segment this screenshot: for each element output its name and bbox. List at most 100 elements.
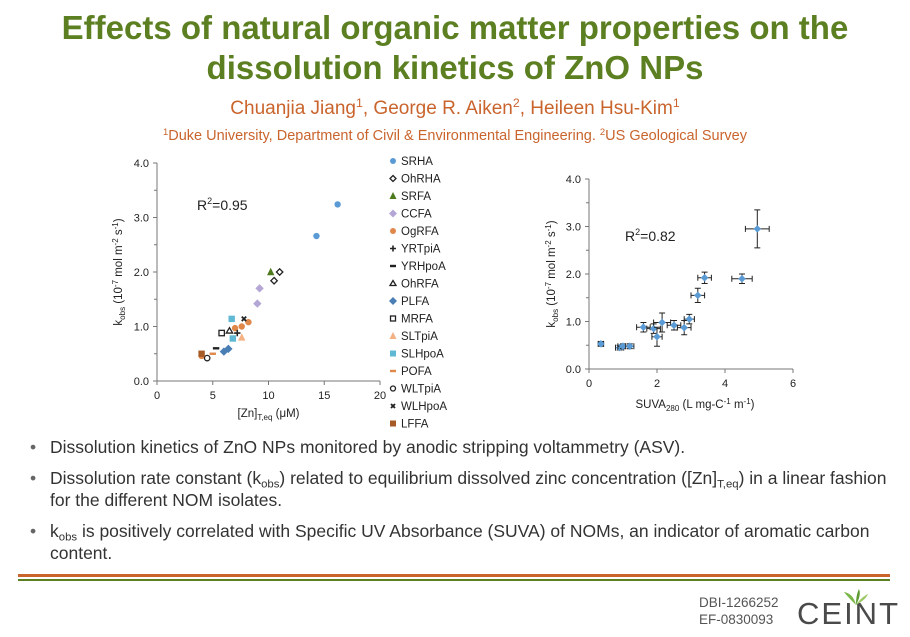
legend-marker <box>389 297 397 305</box>
bullet-text: ) related to equilibrium dissolved zinc … <box>279 468 718 488</box>
legend-label: WLTpiA <box>401 384 441 396</box>
x-axis-label: SUVA280 (L mg-C-1 m-1) <box>635 397 754 413</box>
legend-label: YRTpiA <box>401 244 441 256</box>
data-point <box>694 291 702 300</box>
affiliation-2: US Geological Survey <box>605 128 747 144</box>
x-tick-label: 0 <box>154 390 160 402</box>
legend-marker <box>390 420 396 427</box>
y-tick-label: 4.0 <box>134 158 149 170</box>
author-affil-sup: 1 <box>355 96 363 111</box>
data-point <box>255 284 264 293</box>
data-point <box>225 326 234 334</box>
legend-marker <box>389 385 397 392</box>
r-squared-label: R2=0.82 <box>625 227 676 244</box>
data-point <box>241 316 247 322</box>
y-tick-label: 1.0 <box>566 317 581 329</box>
x-tick-label: 0 <box>586 378 592 390</box>
data-point <box>649 324 658 333</box>
y-tick-label: 4.0 <box>566 174 581 186</box>
data-point <box>334 201 341 208</box>
author-sep: , <box>519 98 531 119</box>
legend-marker <box>390 403 396 409</box>
data-point <box>738 274 746 283</box>
legend: SRHA OhRHA SRFA CCFA OgRFA YRTpiA YRHpoA OhRFA P… <box>388 156 447 431</box>
author-name: Chuanjia Jiang <box>230 98 356 119</box>
logo-wordmark: CEINT <box>797 596 900 631</box>
bullet-subscript: obs <box>261 478 280 491</box>
y-axis-label: kobs (10-7 mol m-2 s-1) <box>544 220 560 327</box>
data-point <box>218 329 226 337</box>
x-tick-label: 10 <box>262 390 274 402</box>
y-tick-label: 2.0 <box>566 269 581 281</box>
data-point <box>670 321 678 330</box>
legend-label: WLHpoA <box>401 401 447 413</box>
author-affil-sup: 2 <box>512 96 520 111</box>
legend-label: PLFA <box>401 296 429 308</box>
legend-marker <box>390 158 396 164</box>
leaf-icon <box>844 589 868 605</box>
author-affil-sup: 1 <box>672 96 680 111</box>
data-point <box>228 315 235 323</box>
affil-sup: 2 <box>599 125 606 137</box>
chart-zn-vs-kobs: 0.0 1.0 2.0 3.0 4.0 0 5 10 15 20 kobs (10-7 mol m-… <box>111 156 447 431</box>
legend-label: CCFA <box>401 209 432 221</box>
grant-number: EF-0830093 <box>699 612 774 627</box>
data-point <box>198 350 205 357</box>
x-tick-label: 2 <box>654 378 660 390</box>
legend-label: LFFA <box>401 419 429 431</box>
bullet-text: k <box>50 521 59 541</box>
x-tick-label: 15 <box>318 390 330 402</box>
divider-orange <box>18 574 890 577</box>
legend-marker <box>390 369 396 373</box>
legend-marker <box>388 279 398 287</box>
data-point <box>203 354 211 362</box>
data-point <box>680 323 688 332</box>
title-line-1: Effects of natural organic matter proper… <box>61 9 849 46</box>
legend-label: POFA <box>401 366 432 378</box>
data-point <box>212 347 220 350</box>
bullet-item: kobs is positively correlated with Speci… <box>30 520 900 564</box>
data-point <box>267 267 275 276</box>
y-tick-label: 3.0 <box>134 213 149 225</box>
data-points <box>597 209 770 352</box>
data-point <box>209 352 216 355</box>
data-point <box>275 267 284 277</box>
data-point <box>238 323 245 330</box>
legend-label: OhRHA <box>401 174 441 186</box>
y-tick-label: 2.0 <box>134 267 149 279</box>
bullet-list: Dissolution kinetics of ZnO NPs monitore… <box>30 436 900 573</box>
poster-title: Effects of natural organic matter proper… <box>0 8 910 88</box>
bullet-subscript: obs <box>58 531 78 544</box>
legend-label: MRFA <box>401 314 433 326</box>
y-axis-label: kobs (10-7 mol m-2 s-1) <box>111 218 127 325</box>
legend-marker <box>389 174 397 183</box>
data-point <box>245 318 252 326</box>
x-tick-label: 20 <box>374 390 386 402</box>
data-point <box>238 333 246 341</box>
author-name: Heileen Hsu-Kim <box>530 98 673 119</box>
data-point <box>753 225 762 233</box>
data-point <box>639 323 648 331</box>
legend-label: OhRFA <box>401 279 439 291</box>
data-point <box>653 332 661 341</box>
bullet-item: Dissolution rate constant (kobs) related… <box>30 467 900 511</box>
data-point <box>253 299 262 308</box>
data-points <box>198 201 341 362</box>
data-point <box>658 318 666 327</box>
y-tick-label: 0.0 <box>566 364 581 376</box>
x-tick-label: 6 <box>790 378 796 390</box>
grant-number: DBI-1266252 <box>699 595 779 610</box>
bullet-text: is positively correlated with Specific U… <box>50 521 870 563</box>
title-line-2: dissolution kinetics of ZnO NPs <box>206 49 704 86</box>
author-name: George R. Aiken <box>373 98 513 119</box>
authors: Chuanjia Jiang1, George R. Aiken2, Heile… <box>0 96 910 120</box>
legend-marker <box>390 264 396 268</box>
y-tick-label: 3.0 <box>566 222 581 234</box>
legend-marker <box>390 228 396 234</box>
y-tick-label: 1.0 <box>134 322 149 334</box>
bullet-text: ) in a linear fashion for the different … <box>50 468 887 510</box>
author-sep: , <box>362 98 374 119</box>
r-squared-label: R2=0.95 <box>197 196 248 213</box>
data-point <box>231 324 239 332</box>
legend-marker <box>389 192 397 199</box>
